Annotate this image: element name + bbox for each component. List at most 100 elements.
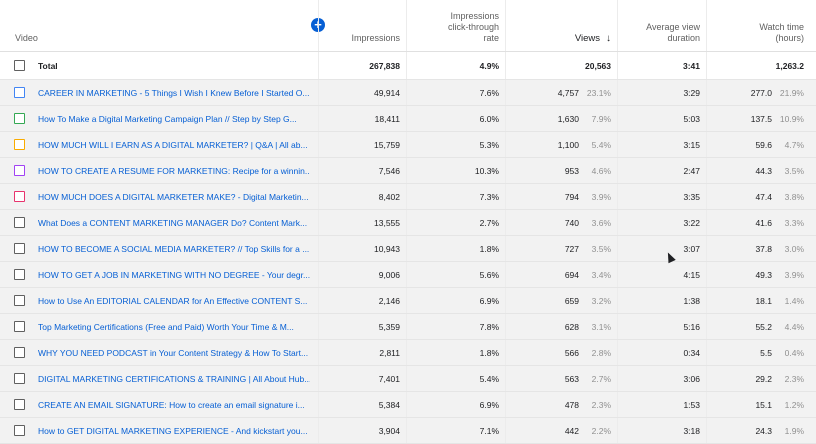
row-views: 1,630 xyxy=(557,113,579,124)
video-title-link[interactable]: CAREER IN MARKETING - 5 Things I Wish I … xyxy=(38,87,310,98)
row-watch-time: 49.3 xyxy=(755,269,772,280)
row-avd: 1:53 xyxy=(683,399,700,410)
video-title-link[interactable]: Top Marketing Certifications (Free and P… xyxy=(38,321,294,332)
row-impressions: 5,384 xyxy=(378,399,400,410)
table-row[interactable]: HOW TO GET A JOB IN MARKETING WITH NO DE… xyxy=(0,262,816,288)
row-impressions: 2,146 xyxy=(378,295,400,306)
column-header-video[interactable]: Video xyxy=(15,0,295,51)
row-views: 563 xyxy=(564,373,579,384)
video-title-link[interactable]: HOW MUCH WILL I EARN AS A DIGITAL MARKET… xyxy=(38,139,308,150)
column-header-ctr[interactable]: Impressions click-through rate xyxy=(406,0,505,51)
table-row[interactable]: How to Use An EDITORIAL CALENDAR for An … xyxy=(0,288,816,314)
video-title-link[interactable]: WHY YOU NEED PODCAST in Your Content Str… xyxy=(38,347,309,358)
video-title-link[interactable]: HOW TO BECOME A SOCIAL MEDIA MARKETER? /… xyxy=(38,243,310,254)
row-impressions: 2,811 xyxy=(379,347,400,358)
row-avd: 3:07 xyxy=(683,243,700,254)
row-checkbox[interactable] xyxy=(14,217,25,228)
row-views: 694 xyxy=(564,269,579,280)
table-row[interactable]: What Does a CONTENT MARKETING MANAGER Do… xyxy=(0,210,816,236)
row-checkbox[interactable] xyxy=(14,295,25,306)
row-watch-time: 18.1 xyxy=(755,295,772,306)
row-views: 478 xyxy=(564,399,579,410)
row-views-percent: 23.1% xyxy=(586,87,611,98)
watch-label-line1: Watch time xyxy=(759,22,804,32)
ctr-label-line2: click-through xyxy=(447,22,499,32)
total-impressions: 267,838 xyxy=(369,60,400,71)
video-title-link[interactable]: What Does a CONTENT MARKETING MANAGER Do… xyxy=(38,217,308,228)
row-checkbox[interactable] xyxy=(14,399,25,410)
row-checkbox[interactable] xyxy=(14,373,25,384)
table-row[interactable]: HOW TO CREATE A RESUME FOR MARKETING: Re… xyxy=(0,158,816,184)
row-checkbox[interactable] xyxy=(14,165,25,176)
row-impressions: 7,401 xyxy=(378,373,400,384)
row-ctr: 5.3% xyxy=(479,139,499,150)
table-row[interactable]: HOW MUCH DOES A DIGITAL MARKETER MAKE? -… xyxy=(0,184,816,210)
row-checkbox[interactable] xyxy=(14,113,25,124)
row-avd: 3:22 xyxy=(683,217,700,228)
row-avd: 4:15 xyxy=(683,269,700,280)
row-checkbox[interactable] xyxy=(14,139,25,150)
table-row[interactable]: HOW TO BECOME A SOCIAL MEDIA MARKETER? /… xyxy=(0,236,816,262)
row-views: 4,757 xyxy=(557,87,579,98)
row-checkbox[interactable] xyxy=(14,425,25,436)
row-watch-time: 41.6 xyxy=(755,217,772,228)
row-views-percent: 3.4% xyxy=(591,269,611,280)
row-watch-time: 24.3 xyxy=(755,425,772,436)
row-views: 953 xyxy=(564,165,579,176)
avd-label-line2: duration xyxy=(667,33,700,43)
total-watch-time: 1,263.2 xyxy=(775,60,804,71)
table-row[interactable]: CREATE AN EMAIL SIGNATURE: How to create… xyxy=(0,392,816,418)
video-title-link[interactable]: How to Use An EDITORIAL CALENDAR for An … xyxy=(38,295,308,306)
video-title-link[interactable]: DIGITAL MARKETING CERTIFICATIONS & TRAIN… xyxy=(38,373,310,384)
row-watch-time: 29.2 xyxy=(755,373,772,384)
column-header-video-label: Video xyxy=(15,33,38,43)
table-row[interactable]: WHY YOU NEED PODCAST in Your Content Str… xyxy=(0,340,816,366)
row-ctr: 5.6% xyxy=(479,269,499,280)
row-checkbox[interactable] xyxy=(14,191,25,202)
row-impressions: 18,411 xyxy=(374,113,400,124)
row-impressions: 3,904 xyxy=(378,425,400,436)
video-title-link[interactable]: HOW TO GET A JOB IN MARKETING WITH NO DE… xyxy=(38,269,310,280)
table-row[interactable]: CAREER IN MARKETING - 5 Things I Wish I … xyxy=(0,80,816,106)
row-impressions: 9,006 xyxy=(378,269,400,280)
row-watch-time: 277.0 xyxy=(750,87,772,98)
row-checkbox[interactable] xyxy=(14,87,25,98)
row-views: 794 xyxy=(564,191,579,202)
column-header-avd[interactable]: Average view duration xyxy=(617,0,706,51)
column-header-impressions-label: Impressions xyxy=(351,33,400,43)
row-views: 566 xyxy=(564,347,579,358)
row-checkbox[interactable] xyxy=(14,321,25,332)
row-impressions: 8,402 xyxy=(378,191,400,202)
video-title-link[interactable]: How To Make a Digital Marketing Campaign… xyxy=(38,113,297,124)
video-title-link[interactable]: How to GET DIGITAL MARKETING EXPERIENCE … xyxy=(38,425,308,436)
row-avd: 3:35 xyxy=(683,191,700,202)
total-checkbox[interactable] xyxy=(14,60,25,71)
table-row[interactable]: Top Marketing Certifications (Free and P… xyxy=(0,314,816,340)
row-avd: 0:34 xyxy=(683,347,700,358)
row-watch-time: 5.5 xyxy=(760,347,772,358)
row-checkbox[interactable] xyxy=(14,243,25,254)
table-row[interactable]: How to GET DIGITAL MARKETING EXPERIENCE … xyxy=(0,418,816,444)
video-title-link[interactable]: HOW MUCH DOES A DIGITAL MARKETER MAKE? -… xyxy=(38,191,309,202)
table-row[interactable]: DIGITAL MARKETING CERTIFICATIONS & TRAIN… xyxy=(0,366,816,392)
sort-descending-icon[interactable]: ↓ xyxy=(606,33,611,44)
row-impressions: 7,546 xyxy=(378,165,400,176)
table-row[interactable]: HOW MUCH WILL I EARN AS A DIGITAL MARKET… xyxy=(0,132,816,158)
row-watch-percent: 3.8% xyxy=(784,191,804,202)
table-row[interactable]: How To Make a Digital Marketing Campaign… xyxy=(0,106,816,132)
row-checkbox[interactable] xyxy=(14,347,25,358)
row-watch-time: 15.1 xyxy=(755,399,772,410)
row-checkbox[interactable] xyxy=(14,269,25,280)
row-views: 727 xyxy=(564,243,579,254)
column-header-views[interactable]: Views ↓ xyxy=(505,0,617,51)
column-header-impressions[interactable]: Impressions xyxy=(318,0,406,51)
video-title-link[interactable]: HOW TO CREATE A RESUME FOR MARKETING: Re… xyxy=(38,165,310,176)
row-watch-percent: 2.3% xyxy=(784,373,804,384)
row-views-percent: 7.9% xyxy=(591,113,611,124)
watch-label-line2: (hours) xyxy=(775,33,804,43)
video-title-link[interactable]: CREATE AN EMAIL SIGNATURE: How to create… xyxy=(38,399,305,410)
row-impressions: 15,759 xyxy=(374,139,400,150)
column-header-watch-time[interactable]: Watch time (hours) xyxy=(706,0,810,51)
row-views-percent: 5.4% xyxy=(591,139,611,150)
row-views: 442 xyxy=(564,425,579,436)
